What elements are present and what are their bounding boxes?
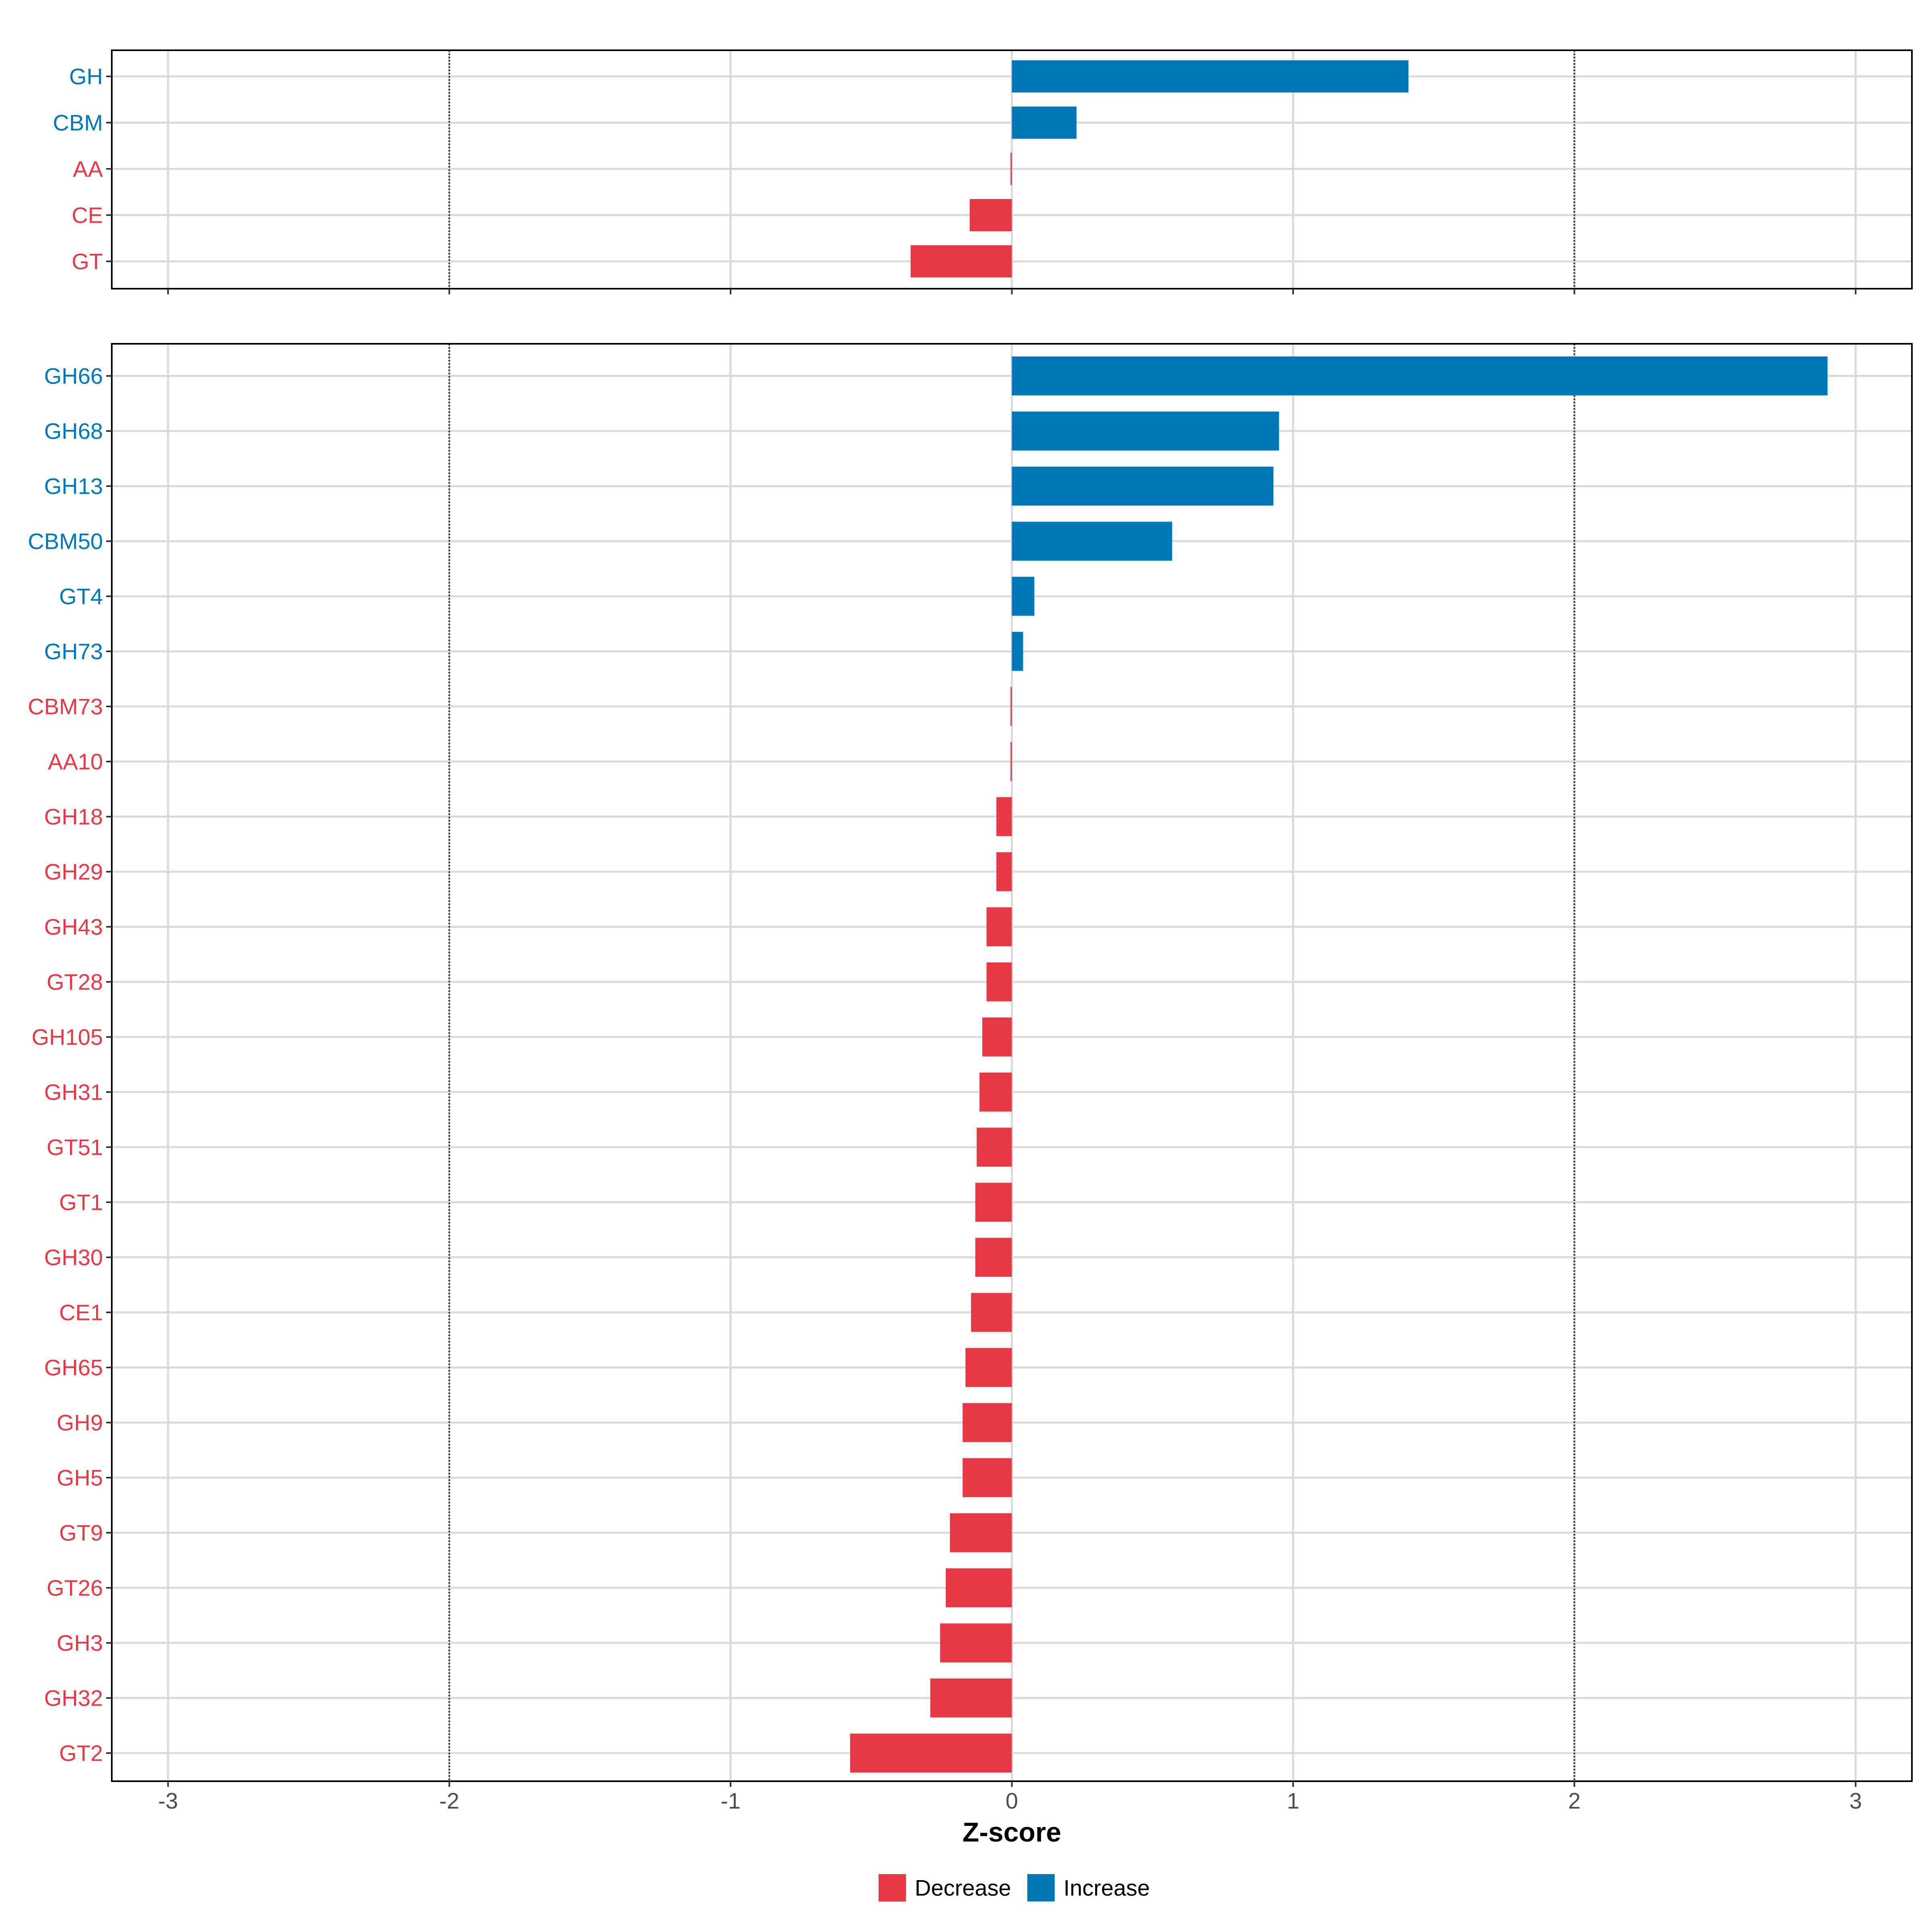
ytick-label: CBM bbox=[53, 110, 103, 136]
bar-GH29 bbox=[996, 852, 1012, 891]
xtick-label: 1 bbox=[1287, 1788, 1299, 1813]
ytick-label: CE1 bbox=[59, 1300, 103, 1325]
ytick-label: GH30 bbox=[44, 1245, 103, 1270]
ytick-label: GT28 bbox=[47, 969, 103, 995]
bar-GT26 bbox=[946, 1568, 1012, 1608]
ytick-label: GH31 bbox=[44, 1080, 103, 1105]
bar-GH bbox=[1012, 60, 1408, 92]
ytick-label: GT9 bbox=[59, 1520, 103, 1546]
ytick-label: GT1 bbox=[59, 1190, 103, 1215]
ytick-label: GH13 bbox=[44, 474, 103, 499]
bar-GH31 bbox=[979, 1072, 1012, 1112]
ytick-label: GT2 bbox=[59, 1741, 103, 1766]
bar-GT9 bbox=[950, 1513, 1012, 1552]
ytick-label: GH3 bbox=[57, 1630, 103, 1656]
legend-label-increase: Increase bbox=[1064, 1875, 1150, 1901]
ytick-label: GH29 bbox=[44, 859, 103, 885]
bar-GT51 bbox=[977, 1127, 1012, 1167]
ytick-label: GH9 bbox=[57, 1410, 103, 1435]
ytick-label: GT26 bbox=[47, 1575, 103, 1601]
bar-CBM bbox=[1012, 107, 1077, 139]
ytick-label: CE bbox=[72, 203, 103, 228]
bar-GT2 bbox=[850, 1733, 1012, 1773]
bar-GH66 bbox=[1012, 356, 1828, 396]
xtick-label: 0 bbox=[1006, 1788, 1018, 1813]
legend-key-decrease bbox=[879, 1874, 906, 1901]
bar-CBM50 bbox=[1012, 521, 1172, 561]
ytick-label: AA10 bbox=[48, 749, 103, 774]
ytick-label: GH105 bbox=[32, 1025, 103, 1050]
ytick-label: GH73 bbox=[44, 639, 103, 664]
bar-CBM73 bbox=[1010, 687, 1012, 726]
bar-GT4 bbox=[1012, 577, 1035, 616]
bar-AA bbox=[1010, 153, 1012, 185]
legend-label-decrease: Decrease bbox=[915, 1875, 1011, 1901]
bar-AA10 bbox=[1010, 742, 1012, 781]
bar-GT bbox=[910, 245, 1012, 277]
bar-CE bbox=[969, 199, 1012, 231]
legend-key-increase bbox=[1027, 1874, 1055, 1901]
bar-GH9 bbox=[963, 1403, 1012, 1442]
ytick-label: CBM50 bbox=[28, 529, 103, 554]
bar-GH5 bbox=[963, 1458, 1012, 1497]
ytick-label: GT51 bbox=[47, 1135, 103, 1160]
xtick-label: 3 bbox=[1850, 1788, 1862, 1813]
bar-GH13 bbox=[1012, 466, 1274, 506]
bar-GT28 bbox=[986, 962, 1012, 1002]
ytick-label: GH43 bbox=[44, 914, 103, 940]
x-axis-title: Z-score bbox=[963, 1817, 1062, 1848]
ytick-label: GH68 bbox=[44, 419, 103, 444]
ytick-label: CBM73 bbox=[28, 694, 103, 719]
ytick-label: AA bbox=[73, 156, 103, 182]
bar-GH68 bbox=[1012, 411, 1279, 451]
xtick-label: -3 bbox=[158, 1788, 178, 1813]
ytick-label: GT bbox=[72, 249, 103, 274]
ytick-label: GH66 bbox=[44, 363, 103, 389]
bar-GH3 bbox=[940, 1623, 1012, 1663]
bar-GH30 bbox=[975, 1238, 1012, 1277]
bar-GH18 bbox=[996, 797, 1012, 836]
bar-CE1 bbox=[971, 1293, 1012, 1332]
ytick-label: GH18 bbox=[44, 804, 103, 829]
xtick-label: -1 bbox=[721, 1788, 741, 1813]
ytick-label: GH bbox=[69, 64, 103, 89]
bar-GH105 bbox=[982, 1017, 1012, 1057]
ytick-label: GT4 bbox=[59, 584, 103, 609]
bar-GH65 bbox=[965, 1348, 1012, 1387]
ytick-label: GH65 bbox=[44, 1355, 103, 1380]
ytick-label: GH5 bbox=[57, 1465, 103, 1491]
bar-GH73 bbox=[1012, 632, 1023, 671]
xtick-label: -2 bbox=[439, 1788, 460, 1813]
ytick-label: GH32 bbox=[44, 1686, 103, 1711]
bar-GH43 bbox=[986, 907, 1012, 946]
bar-GH32 bbox=[930, 1678, 1012, 1718]
bar-GT1 bbox=[975, 1183, 1012, 1222]
xtick-label: 2 bbox=[1568, 1788, 1581, 1813]
